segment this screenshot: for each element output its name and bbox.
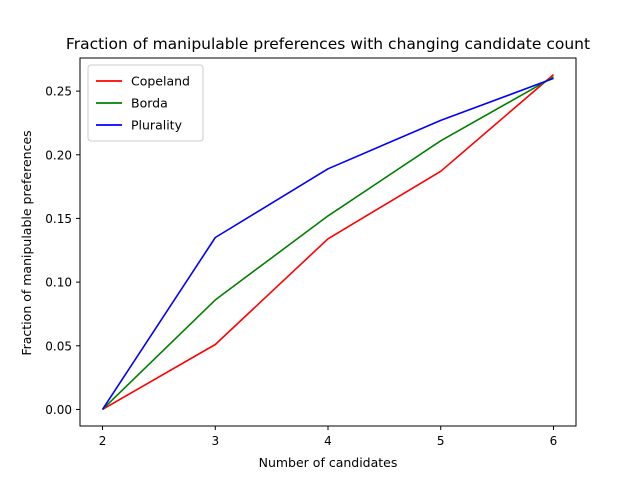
x-tick-label: 2 bbox=[99, 434, 107, 448]
x-axis-label: Number of candidates bbox=[259, 455, 398, 470]
y-tick-label: 0.05 bbox=[45, 339, 72, 353]
x-tick-label: 4 bbox=[324, 434, 332, 448]
y-tick-label: 0.15 bbox=[45, 212, 72, 226]
y-tick-label: 0.25 bbox=[45, 85, 72, 99]
x-tick-label: 6 bbox=[550, 434, 558, 448]
axes: 2 3 4 5 6 0.00 0.05 0.10 0.15 0.20 0.25 bbox=[45, 57, 577, 448]
legend-label-copeland: Copeland bbox=[131, 74, 190, 89]
legend-label-plurality: Plurality bbox=[131, 118, 183, 133]
x-tick-label: 5 bbox=[437, 434, 445, 448]
y-axis-label: Fraction of manipulable preferences bbox=[19, 130, 34, 355]
y-tick-label: 0.00 bbox=[45, 403, 72, 417]
series-line-copeland bbox=[102, 73, 555, 411]
legend-box bbox=[87, 64, 204, 142]
legend-label-borda: Borda bbox=[131, 96, 168, 111]
chart-title: Fraction of manipulable preferences with… bbox=[66, 35, 590, 53]
y-tick-label: 0.10 bbox=[45, 276, 72, 290]
legend: Copeland Borda Plurality bbox=[87, 64, 204, 142]
x-tick-label: 3 bbox=[211, 434, 219, 448]
series-line-plurality bbox=[101, 77, 554, 410]
plot-area bbox=[101, 73, 555, 411]
y-tick-label: 0.20 bbox=[45, 148, 72, 162]
series-line-borda bbox=[101, 76, 554, 410]
